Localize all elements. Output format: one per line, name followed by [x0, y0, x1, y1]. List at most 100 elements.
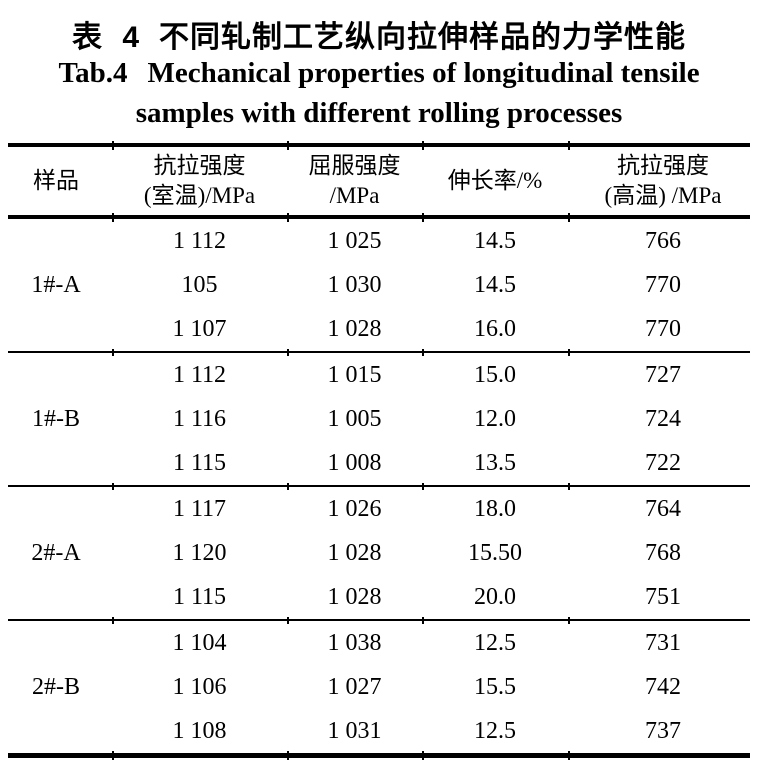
sample-group-1A: 1#-A 1 112 1 025 14.5 766 105 1 030 14.5… — [0, 219, 758, 351]
table-cell: 770 — [645, 315, 681, 342]
table-cell: 1 115 — [172, 449, 227, 476]
table-cell: 727 — [645, 361, 681, 388]
data-table: 样品 抗拉强度 (室温)/MPa 屈服强度 /MPa 伸长率/% 抗拉强度 (高… — [0, 141, 758, 760]
header-elongation: 伸长率/% — [447, 167, 543, 193]
table-cell: 1 107 — [172, 315, 227, 342]
table-cell: 1 015 — [327, 361, 382, 388]
table-cell: 768 — [645, 539, 681, 566]
table-cell: 1 120 — [172, 539, 227, 566]
group-divider-rule — [8, 349, 750, 356]
table-cell: 1 028 — [327, 583, 382, 610]
table-cell: 1 038 — [327, 629, 382, 656]
header-yield-strength: 屈服强度 /MPa — [287, 151, 422, 212]
table-cell: 1 027 — [327, 673, 382, 700]
column-tick — [422, 617, 424, 624]
table-cell: 1 028 — [327, 539, 382, 566]
column-tick — [422, 349, 424, 356]
table-top-rule — [8, 141, 750, 150]
table-cell: 12.5 — [474, 717, 516, 744]
table-cell: 1 025 — [327, 227, 382, 254]
table-cell: 1 005 — [327, 405, 382, 432]
table-cell: 1 108 — [172, 717, 227, 744]
column-tick — [568, 483, 570, 490]
table-title-english-line2: samples with different rolling processes — [135, 97, 623, 129]
column-tick — [287, 141, 289, 150]
table-cell: 1 106 — [172, 673, 227, 700]
column-tick — [568, 751, 570, 760]
column-tick — [568, 141, 570, 150]
table-cell: 724 — [645, 405, 681, 432]
table-number-english: Tab.4 — [58, 57, 128, 89]
header-tensile-high-temp-line1: 抗拉强度 — [617, 152, 709, 178]
table-cell: 1 117 — [172, 495, 227, 522]
table-title-english-text: Mechanical properties of longitudinal te… — [147, 57, 700, 89]
column-tick — [112, 349, 114, 356]
header-tensile-room-temp-line1: 抗拉强度 — [153, 152, 246, 178]
table-cell: 1 008 — [327, 449, 382, 476]
column-tick — [112, 617, 114, 624]
column-tick — [112, 213, 114, 222]
sample-label: 1#-A — [31, 271, 81, 298]
table-cell: 1 026 — [327, 495, 382, 522]
header-tensile-high-temp: 抗拉强度 (高温) /MPa — [568, 151, 758, 212]
table-cell: 16.0 — [474, 315, 516, 342]
sample-group-2B: 2#-B 1 104 1 038 12.5 731 1 106 1 027 15… — [0, 621, 758, 753]
sample-group-2A: 2#-A 1 117 1 026 18.0 764 1 120 1 028 15… — [0, 487, 758, 619]
header-tensile-room-temp-line2: (室温)/MPa — [143, 183, 256, 208]
column-tick — [112, 751, 114, 760]
sample-label: 2#-B — [32, 673, 80, 700]
table-cell: 1 030 — [327, 271, 382, 298]
table-cell: 20.0 — [474, 583, 516, 610]
column-tick — [422, 751, 424, 760]
table-cell: 105 — [181, 271, 218, 298]
table-cell: 18.0 — [474, 495, 516, 522]
column-tick — [568, 213, 570, 222]
table-cell: 751 — [645, 583, 681, 610]
column-tick — [422, 141, 424, 150]
table-cell: 15.50 — [468, 539, 522, 566]
table-cell: 12.5 — [474, 629, 516, 656]
column-tick — [112, 483, 114, 490]
column-tick — [568, 349, 570, 356]
table-cell: 766 — [645, 227, 681, 254]
table-cell: 1 028 — [327, 315, 382, 342]
table-cell: 14.5 — [474, 227, 516, 254]
table-cell: 742 — [645, 673, 681, 700]
table-number-chinese: 表 4 — [71, 21, 146, 54]
header-tensile-room-temp: 抗拉强度 (室温)/MPa — [112, 151, 287, 212]
sample-group-1B: 1#-B 1 112 1 015 15.0 727 1 116 1 005 12… — [0, 353, 758, 485]
table-title-chinese-text: 不同轧制工艺纵向拉伸样品的力学性能 — [159, 21, 687, 54]
table-cell: 731 — [645, 629, 681, 656]
table-cell: 15.0 — [474, 361, 516, 388]
table-cell: 1 116 — [172, 405, 227, 432]
table-cell: 14.5 — [474, 271, 516, 298]
table-cell: 15.5 — [474, 673, 516, 700]
header-sample: 样品 — [33, 167, 79, 193]
table-cell: 1 112 — [172, 361, 227, 388]
table-cell: 764 — [645, 495, 681, 522]
header-divider-rule — [8, 213, 750, 222]
header-yield-strength-line1: 屈服强度 — [308, 152, 401, 178]
header-tensile-high-temp-line2: (高温) /MPa — [604, 183, 722, 208]
column-tick — [568, 617, 570, 624]
table-header-row: 样品 抗拉强度 (室温)/MPa 屈服强度 /MPa 伸长率/% 抗拉强度 (高… — [0, 147, 758, 215]
table-cell: 12.0 — [474, 405, 516, 432]
sample-label: 1#-B — [32, 405, 80, 432]
table-title-english-line1: Tab.4 Mechanical properties of longitudin… — [0, 57, 758, 90]
table-cell: 737 — [645, 717, 681, 744]
column-tick — [112, 141, 114, 150]
group-divider-rule — [8, 483, 750, 490]
column-tick — [287, 483, 289, 490]
sample-label: 2#-A — [31, 539, 81, 566]
column-tick — [287, 751, 289, 760]
header-yield-strength-line2: /MPa — [329, 183, 380, 208]
table-cell: 1 031 — [327, 717, 382, 744]
column-tick — [422, 213, 424, 222]
table-cell: 1 104 — [172, 629, 227, 656]
column-tick — [287, 617, 289, 624]
table-title-chinese: 表 4 不同轧制工艺纵向拉伸样品的力学性能 — [0, 12, 758, 56]
table-cell: 722 — [645, 449, 681, 476]
table-bottom-rule — [8, 751, 750, 760]
table-cell: 1 115 — [172, 583, 227, 610]
